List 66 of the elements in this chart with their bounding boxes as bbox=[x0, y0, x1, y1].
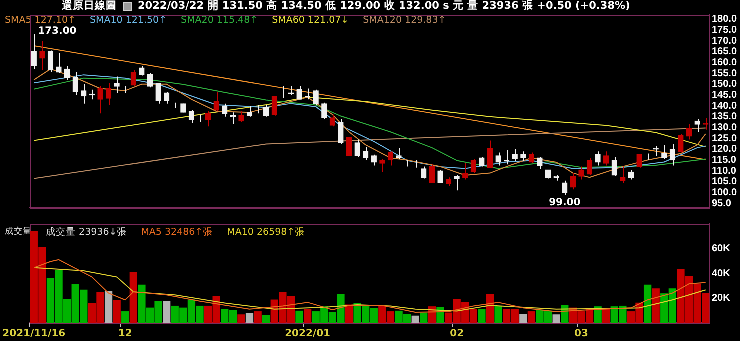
x-tick-label: 02 bbox=[450, 328, 464, 340]
bar bbox=[130, 272, 138, 323]
x-tick-label: 2021/11/16 bbox=[2, 328, 66, 340]
bar bbox=[412, 316, 420, 323]
y-tick-label: 125.0 bbox=[712, 133, 738, 144]
y-tick-label: 145.0 bbox=[712, 90, 738, 101]
y-tick-label: 40K bbox=[712, 268, 732, 280]
bar bbox=[486, 294, 494, 323]
bar bbox=[478, 309, 486, 323]
text: SMA120 129.83↑ bbox=[362, 15, 448, 26]
y-tick-label: 180.0 bbox=[712, 14, 738, 26]
bar bbox=[494, 306, 502, 323]
y-tick-label: 135.0 bbox=[712, 112, 738, 123]
chart-title: 還原日線圖 bbox=[62, 0, 117, 13]
bar bbox=[104, 291, 113, 323]
bar bbox=[163, 301, 171, 323]
text: MA5 32486↑張 bbox=[140, 227, 214, 238]
bar bbox=[113, 300, 121, 323]
chart-subtitle: 2022/03/22 開 131.50 高 134.50 低 129.00 收 132.00 s 元 量 23936 張 +0.50 (+0.38%) bbox=[138, 0, 630, 13]
text: SMA20 115.48↑ bbox=[180, 15, 260, 26]
series-label: 成交量 23936↓張 bbox=[45, 227, 128, 238]
x-tick-label: 2022/01 bbox=[285, 328, 331, 340]
x-tick-label: 12 bbox=[118, 328, 132, 340]
bar bbox=[246, 313, 254, 323]
text: SMA10 121.50↑ bbox=[89, 15, 168, 26]
bar bbox=[594, 306, 602, 323]
bar bbox=[122, 312, 130, 323]
y-tick-label: 175.0 bbox=[712, 24, 738, 36]
y-tick-label: 165.0 bbox=[712, 46, 738, 58]
bar bbox=[254, 312, 262, 323]
bar bbox=[652, 288, 660, 323]
y-tick-label: 155.0 bbox=[712, 68, 738, 80]
y-tick-label: 170.0 bbox=[712, 36, 738, 47]
y-tick-label: 130.0 bbox=[712, 122, 738, 134]
bar bbox=[345, 304, 354, 323]
text: MA10 26598↑張 bbox=[226, 227, 306, 238]
y-tick-label: 120.0 bbox=[712, 144, 738, 156]
bar bbox=[644, 284, 652, 323]
text: SMA5 127.10↑ bbox=[4, 15, 77, 26]
bar bbox=[552, 314, 560, 323]
y-tick-label: 150.0 bbox=[712, 79, 738, 90]
candlestick bbox=[56, 52, 62, 74]
y-tick-label: 20K bbox=[712, 293, 732, 304]
candlestick bbox=[454, 174, 460, 192]
annotation: 173.00 bbox=[38, 26, 77, 38]
bar bbox=[262, 315, 270, 323]
y-tick-label: 115.0 bbox=[712, 155, 737, 166]
x-tick-label: 03 bbox=[574, 328, 588, 340]
bar bbox=[420, 312, 428, 323]
candlestick bbox=[396, 148, 402, 160]
y-tick-label: 95.0 bbox=[712, 198, 732, 210]
bar bbox=[304, 309, 312, 323]
bar bbox=[520, 314, 528, 323]
bar bbox=[528, 312, 536, 323]
bar bbox=[238, 314, 246, 323]
y-tick-label: 100.0 bbox=[712, 188, 738, 199]
text: SMA60 121.07↓ bbox=[271, 15, 350, 26]
bar bbox=[296, 310, 304, 323]
y-tick-label: 60K bbox=[712, 244, 732, 254]
chart-title: 成交量 bbox=[4, 227, 33, 238]
annotation: 99.00 bbox=[549, 198, 581, 209]
y-tick-label: 110.0 bbox=[712, 166, 737, 177]
candlestick bbox=[703, 118, 709, 130]
y-tick-label: 160.0 bbox=[712, 57, 738, 68]
y-tick-label: 105.0 bbox=[712, 176, 738, 188]
y-tick-label: 140.0 bbox=[712, 100, 738, 112]
